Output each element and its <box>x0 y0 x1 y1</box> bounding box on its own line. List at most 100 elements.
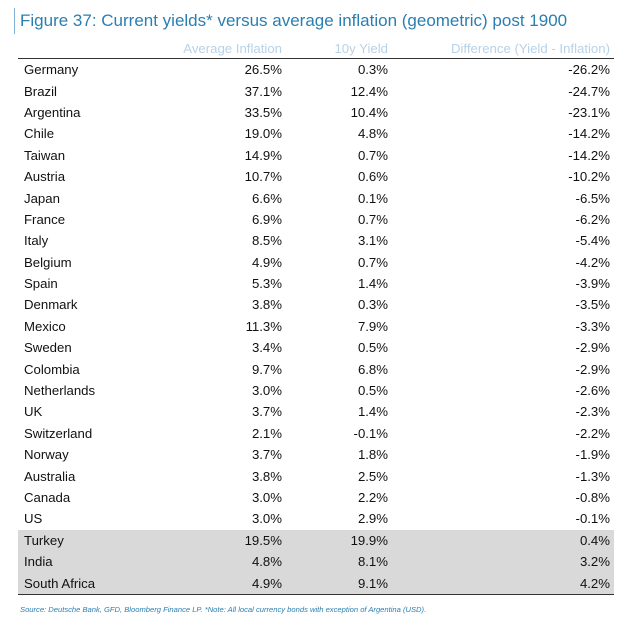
country-cell: South Africa <box>18 572 164 595</box>
difference-cell: -2.6% <box>575 383 610 399</box>
average-inflation-cell: 33.5% <box>244 104 282 120</box>
yields-vs-inflation-table: Average Inflation 10y Yield Difference (… <box>18 38 614 595</box>
average-inflation-cell: 8.5% <box>251 233 282 249</box>
difference-cell: 0.4% <box>388 529 614 551</box>
difference-cell: -3.9% <box>575 276 610 292</box>
average-inflation-cell: 3.0% <box>251 383 282 399</box>
average-inflation-cell: 14.9% <box>244 147 282 163</box>
country-cell: Canada <box>24 490 71 505</box>
header-average-inflation: Average Inflation <box>164 38 282 59</box>
table-row: Austria 10.7% 0.6% -10.2% <box>18 166 614 187</box>
difference-cell: -6.2% <box>575 211 610 227</box>
table-row: Germany 26.5% 0.3% -26.2% <box>18 59 614 81</box>
difference-cell: -2.9% <box>575 361 610 377</box>
table-row: Australia 3.8% 2.5% -1.3% <box>18 465 614 486</box>
table-row: Spain 5.3% 1.4% -3.9% <box>18 273 614 294</box>
average-inflation-cell: 6.9% <box>251 211 282 227</box>
table-row: Mexico 11.3% 7.9% -3.3% <box>18 316 614 337</box>
country-cell: Turkey <box>18 529 164 551</box>
yield-10y-cell: 1.4% <box>357 404 388 420</box>
yield-10y-cell: 19.9% <box>282 529 388 551</box>
table-row: Norway 3.7% 1.8% -1.9% <box>18 444 614 465</box>
difference-cell: -2.3% <box>575 404 610 420</box>
table-header-row: Average Inflation 10y Yield Difference (… <box>18 38 614 59</box>
country-cell: Japan <box>24 190 60 206</box>
table-row: India 4.8% 8.1% 3.2% <box>18 550 614 573</box>
average-inflation-cell: 5.3% <box>251 276 282 292</box>
average-inflation-cell: 11.3% <box>245 318 282 334</box>
average-inflation-cell: 26.5% <box>244 62 282 78</box>
yield-10y-cell: 2.5% <box>357 468 388 484</box>
difference-cell: -3.3% <box>575 318 610 334</box>
yield-10y-cell: 12.4% <box>350 83 388 99</box>
yield-10y-cell: 0.7% <box>357 147 388 163</box>
country-cell: Chile <box>24 126 55 142</box>
difference-cell: -4.2% <box>575 254 610 270</box>
yield-10y-cell: 0.5% <box>357 383 388 399</box>
table-row: Sweden 3.4% 0.5% -2.9% <box>18 337 614 358</box>
table-row: France 6.9% 0.7% -6.2% <box>18 209 614 230</box>
table-row: UK 3.7% 1.4% -2.3% <box>18 401 614 422</box>
average-inflation-cell: 10.7% <box>244 169 282 185</box>
country-cell: US <box>24 511 43 527</box>
difference-cell: 3.2% <box>388 550 614 573</box>
country-cell: Germany <box>24 62 79 78</box>
table-row: US 3.0% 2.9% -0.1% <box>18 508 614 529</box>
difference-cell: -5.4% <box>575 233 610 249</box>
yield-10y-cell: 4.8% <box>357 126 388 142</box>
country-cell: Austria <box>24 169 66 185</box>
yield-10y-cell: 0.6% <box>357 169 388 185</box>
difference-cell: -2.2% <box>575 425 610 441</box>
difference-cell: -26.2% <box>568 62 610 78</box>
difference-cell: -6.5% <box>575 190 610 206</box>
yield-10y-cell: 0.3% <box>357 62 388 78</box>
country-cell: Brazil <box>24 83 57 99</box>
table-row: Argentina 33.5% 10.4% -23.1% <box>18 102 614 123</box>
table-row: Canada 3.0% 2.2% -0.8% <box>18 487 614 508</box>
table-row: Italy 8.5% 3.1% -5.4% <box>18 230 614 251</box>
country-cell: Spain <box>24 276 58 292</box>
table-row: Netherlands 3.0% 0.5% -2.6% <box>18 380 614 401</box>
difference-cell: -1.9% <box>575 447 610 463</box>
country-cell: Australia <box>24 468 76 484</box>
difference-cell: -3.5% <box>575 297 610 313</box>
country-cell: Colombia <box>24 361 80 377</box>
country-cell: UK <box>24 404 43 420</box>
table-row: Belgium 4.9% 0.7% -4.2% <box>18 252 614 273</box>
yield-10y-cell: 3.1% <box>357 233 388 249</box>
table-row: Taiwan 14.9% 0.7% -14.2% <box>18 145 614 166</box>
difference-cell: -23.1% <box>568 104 610 120</box>
average-inflation-cell: 3.0% <box>251 490 282 505</box>
country-cell: Argentina <box>24 104 81 120</box>
difference-cell: 4.2% <box>388 572 614 595</box>
average-inflation-cell: 3.7% <box>251 447 282 463</box>
table-row: Chile 19.0% 4.8% -14.2% <box>18 123 614 144</box>
table-row: Japan 6.6% 0.1% -6.5% <box>18 187 614 208</box>
yield-10y-cell: 0.7% <box>357 211 388 227</box>
average-inflation-cell: 37.1% <box>244 83 282 99</box>
average-inflation-cell: 3.4% <box>251 340 282 356</box>
difference-cell: -10.2% <box>568 169 610 185</box>
average-inflation-cell: 2.1% <box>251 425 282 441</box>
yield-10y-cell: 10.4% <box>350 104 388 120</box>
figure-title-bar: Figure 37: Current yields* versus averag… <box>14 8 622 34</box>
difference-cell: -1.3% <box>575 468 610 484</box>
country-cell: Italy <box>24 233 49 249</box>
table-row: Denmark 3.8% 0.3% -3.5% <box>18 294 614 315</box>
average-inflation-cell: 4.9% <box>251 254 282 270</box>
figure-title: Figure 37: Current yields* versus averag… <box>20 11 568 30</box>
average-inflation-cell: 4.9% <box>164 572 282 595</box>
yield-10y-cell: 9.1% <box>282 572 388 595</box>
country-cell: Norway <box>24 447 69 463</box>
source-note: Source: Deutsche Bank, GFD, Bloomberg Fi… <box>20 605 427 614</box>
difference-cell: -14.2% <box>568 126 610 142</box>
country-cell: Netherlands <box>24 383 96 399</box>
yield-10y-cell: 0.5% <box>357 340 388 356</box>
yield-10y-cell: 8.1% <box>282 550 388 573</box>
average-inflation-cell: 3.8% <box>251 468 282 484</box>
country-cell: India <box>18 550 164 573</box>
header-10y-yield: 10y Yield <box>282 38 388 59</box>
country-cell: Denmark <box>24 297 78 313</box>
yield-10y-cell: 6.8% <box>357 361 388 377</box>
